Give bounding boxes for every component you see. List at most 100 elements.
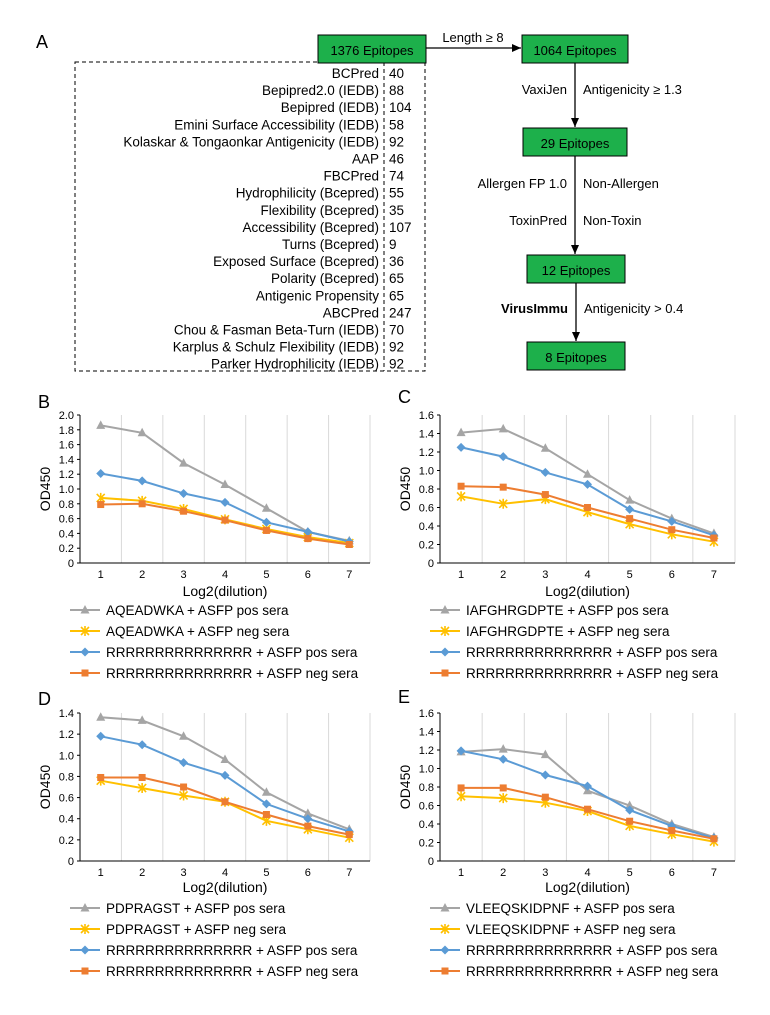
y-tick-label: 0.6 <box>419 503 434 515</box>
x-tick-label: 5 <box>263 867 269 879</box>
y-tick-label: 1.0 <box>419 764 434 776</box>
panel-letter: E <box>398 687 410 707</box>
tool-name: Kolaskar & Tongaonkar Antigenicity (IEDB… <box>123 134 379 149</box>
data-point <box>220 479 230 489</box>
box-1376-epitopes <box>317 34 427 64</box>
data-point <box>137 783 147 794</box>
data-point <box>584 805 591 813</box>
tool-count: 74 <box>389 169 405 184</box>
legend-marker <box>440 647 450 657</box>
series-line <box>460 446 715 537</box>
tool-count: 92 <box>389 357 404 372</box>
data-point <box>540 443 550 452</box>
tool-name: Exposed Surface (Bcepred) <box>213 254 379 269</box>
data-point <box>498 498 508 509</box>
box-12-epitopes-label: 12 Epitopes <box>542 263 611 278</box>
tool-name: Bepipred (IEDB) <box>281 100 379 115</box>
data-point <box>179 790 189 801</box>
y-tick-label: 0.4 <box>59 528 74 540</box>
data-point <box>710 835 718 843</box>
x-tick-label: 6 <box>669 867 675 879</box>
x-tick-label: 2 <box>500 569 506 581</box>
x-tick-label: 7 <box>711 569 717 581</box>
data-point <box>303 527 313 537</box>
data-point <box>220 754 230 764</box>
y-tick-label: 0.6 <box>419 801 434 813</box>
y-tick-label: 1.0 <box>419 466 434 478</box>
step-vaxijen-label: VaxiJen <box>522 82 567 97</box>
x-axis-label: Log2(dilution) <box>183 879 268 895</box>
data-point <box>137 715 147 724</box>
box-8-epitopes-label: 8 Epitopes <box>545 350 607 365</box>
data-point <box>179 458 189 467</box>
legend-label: RRRRRRRRRRRRRRR + ASFP neg sera <box>106 964 359 979</box>
legend-label: PDPRAGST + ASFP pos sera <box>106 901 286 916</box>
panel-a-letter: A <box>36 32 48 52</box>
step-allergen-label: Allergen FP 1.0 <box>478 176 567 191</box>
legend-marker <box>80 945 90 955</box>
data-point <box>540 770 550 780</box>
tool-count: 107 <box>389 220 412 235</box>
y-tick-label: 1.4 <box>419 727 434 739</box>
y-tick-label: 0.2 <box>59 835 74 847</box>
legend-marker <box>80 626 90 636</box>
y-tick-label: 0 <box>428 558 434 570</box>
y-tick-label: 0 <box>68 856 74 868</box>
y-tick-label: 1.8 <box>59 425 74 437</box>
tool-list-box <box>74 61 426 372</box>
data-point <box>179 488 189 498</box>
data-point <box>180 507 188 515</box>
y-tick-label: 0.8 <box>419 782 434 794</box>
y-tick-label: 1.2 <box>419 745 434 757</box>
y-tick-label: 2.0 <box>59 410 74 422</box>
y-tick-label: 0.2 <box>59 543 74 555</box>
tool-name: Hydrophilicity (Bcepred) <box>236 186 379 201</box>
legend-marker <box>81 669 89 677</box>
data-point <box>137 740 147 750</box>
x-tick-label: 4 <box>584 569 590 581</box>
tool-name: Karplus & Schulz Flexibility (IEDB) <box>173 340 379 355</box>
data-point <box>261 787 271 796</box>
data-point <box>584 504 591 511</box>
tool-name: Parker Hydrophilicity (IEDB) <box>211 357 379 372</box>
x-tick-label: 4 <box>222 569 228 581</box>
data-point <box>220 497 230 507</box>
series-line <box>100 779 350 839</box>
legend-label: VLEEQSKIDPNF + ASFP pos sera <box>466 901 675 916</box>
data-point <box>180 783 188 791</box>
box-1064-epitopes <box>521 34 629 64</box>
legend-marker <box>440 924 450 934</box>
data-point <box>456 491 466 502</box>
x-tick-label: 1 <box>458 569 464 581</box>
y-tick-label: 1.6 <box>59 440 74 452</box>
tool-count: 88 <box>389 83 404 98</box>
legend-marker <box>80 903 90 912</box>
step-antigenicity-2-label: Antigenicity > 0.4 <box>584 301 683 316</box>
data-point <box>499 483 507 491</box>
data-point <box>179 758 189 768</box>
y-tick-label: 0.6 <box>59 514 74 526</box>
data-point <box>138 773 146 781</box>
step-toxinpred-label: ToxinPred <box>509 213 567 228</box>
y-tick-label: 1.2 <box>59 729 74 741</box>
tool-name: Accessibility (Bcepred) <box>242 220 379 235</box>
data-point <box>221 798 229 806</box>
legend-marker <box>80 924 90 934</box>
chart-panel-c: C 0 0.2 0.4 0.6 0.8 1.0 1.2 1.4 1.6 1 2 3 4 5 6 7 Log2(di… <box>397 387 736 681</box>
legend-label: RRRRRRRRRRRRRRR + ASFP neg sera <box>106 666 359 681</box>
data-point <box>97 773 105 781</box>
x-tick-label: 3 <box>542 867 548 879</box>
data-point <box>625 800 635 809</box>
tool-name: Flexibility (Bcepred) <box>260 203 379 218</box>
legend-label: AQEADWKA + ASFP pos sera <box>106 603 289 618</box>
y-tick-label: 0.4 <box>59 814 74 826</box>
x-tick-label: 2 <box>139 867 145 879</box>
box-1064-epitopes-label: 1064 Epitopes <box>533 43 617 58</box>
data-point <box>303 814 313 824</box>
box-8-epitopes <box>526 341 626 371</box>
x-tick-label: 1 <box>98 569 104 581</box>
legend-label: RRRRRRRRRRRRRRR + ASFP pos sera <box>106 645 358 660</box>
tool-count: 65 <box>389 288 404 303</box>
data-point <box>457 784 465 792</box>
